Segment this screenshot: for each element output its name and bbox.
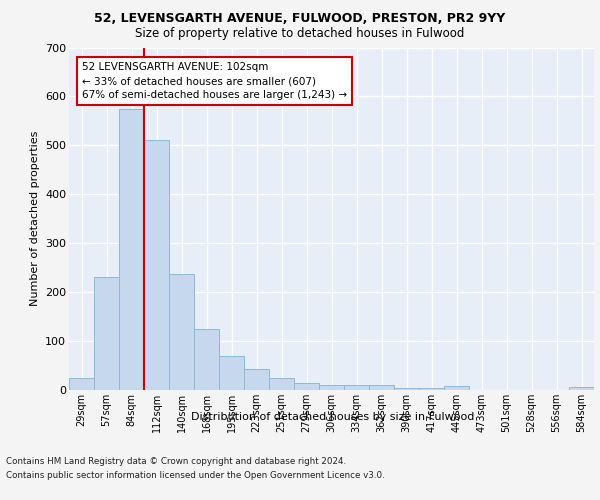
Text: Distribution of detached houses by size in Fulwood: Distribution of detached houses by size … xyxy=(191,412,475,422)
Bar xyxy=(444,386,469,390)
Bar xyxy=(94,278,119,390)
Bar xyxy=(244,370,269,390)
Bar xyxy=(119,108,144,390)
Bar xyxy=(319,385,344,390)
Bar xyxy=(394,388,419,390)
Text: Size of property relative to detached houses in Fulwood: Size of property relative to detached ho… xyxy=(136,28,464,40)
Bar xyxy=(69,378,94,390)
Bar xyxy=(369,384,394,390)
Bar xyxy=(344,384,369,390)
Y-axis label: Number of detached properties: Number of detached properties xyxy=(29,131,40,306)
Bar xyxy=(269,378,294,390)
Text: 52 LEVENSGARTH AVENUE: 102sqm
← 33% of detached houses are smaller (607)
67% of : 52 LEVENSGARTH AVENUE: 102sqm ← 33% of d… xyxy=(82,62,347,100)
Bar xyxy=(144,140,169,390)
Text: Contains public sector information licensed under the Open Government Licence v3: Contains public sector information licen… xyxy=(6,471,385,480)
Bar xyxy=(169,274,194,390)
Bar xyxy=(569,386,594,390)
Bar xyxy=(194,329,219,390)
Text: Contains HM Land Registry data © Crown copyright and database right 2024.: Contains HM Land Registry data © Crown c… xyxy=(6,458,346,466)
Text: 52, LEVENSGARTH AVENUE, FULWOOD, PRESTON, PR2 9YY: 52, LEVENSGARTH AVENUE, FULWOOD, PRESTON… xyxy=(94,12,506,26)
Bar xyxy=(294,382,319,390)
Bar xyxy=(219,356,244,390)
Bar xyxy=(419,388,444,390)
